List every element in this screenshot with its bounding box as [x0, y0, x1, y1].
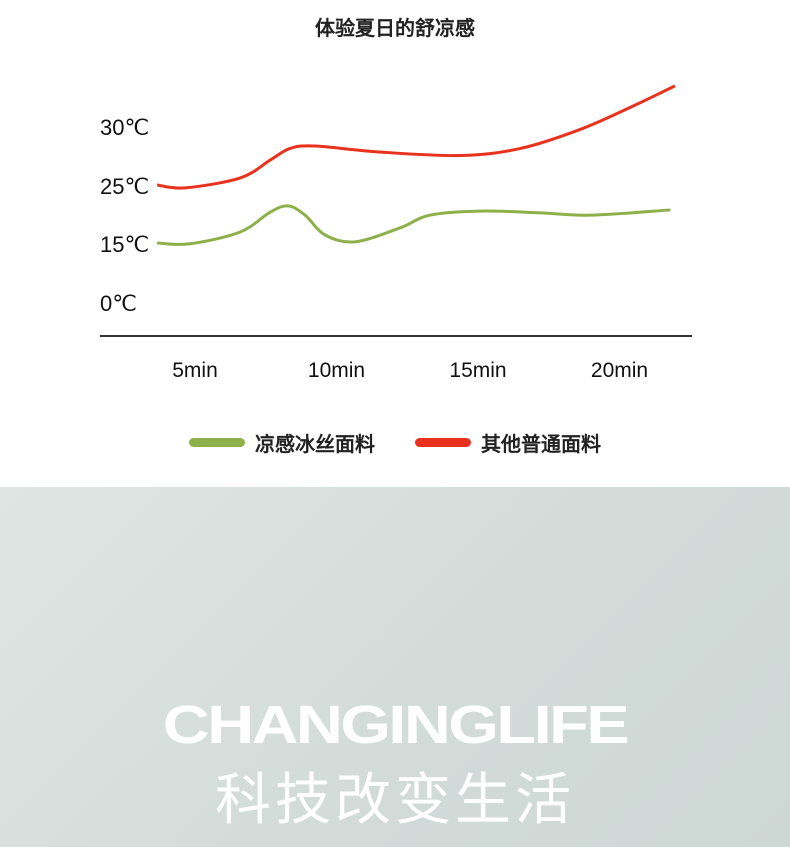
legend-swatch-red: [415, 438, 471, 447]
y-tick-label: 15℃: [100, 232, 149, 257]
y-tick-label: 30℃: [100, 115, 149, 140]
legend-label: 凉感冰丝面料: [255, 432, 375, 456]
chart-title: 体验夏日的舒凉感: [315, 16, 475, 40]
y-tick-label: 0℃: [100, 291, 137, 316]
banner-english-text: CHANGINGLIFE: [162, 695, 630, 755]
legend-swatch-green: [189, 438, 245, 447]
legend-label: 其他普通面料: [481, 432, 601, 456]
x-tick-label: 20min: [591, 359, 648, 382]
banner: CHANGINGLIFE 科技改变生活: [0, 487, 790, 847]
x-tick-label: 15min: [449, 359, 506, 382]
series-line-cooling: [157, 204, 671, 246]
legend-item-ordinary: 其他普通面料: [415, 428, 601, 457]
x-tick-label: 5min: [172, 359, 218, 382]
y-tick-label: 25℃: [100, 174, 149, 199]
line-chart: 0℃ 15℃ 25℃ 30℃ 5min 10min 15min 20min: [100, 84, 692, 382]
x-tick-label: 10min: [308, 359, 365, 382]
legend: 凉感冰丝面料 其他普通面料: [0, 428, 790, 457]
legend-item-cooling: 凉感冰丝面料: [189, 428, 375, 457]
series-line-ordinary: [156, 84, 676, 190]
banner-chinese-text: 科技改变生活: [215, 768, 575, 833]
